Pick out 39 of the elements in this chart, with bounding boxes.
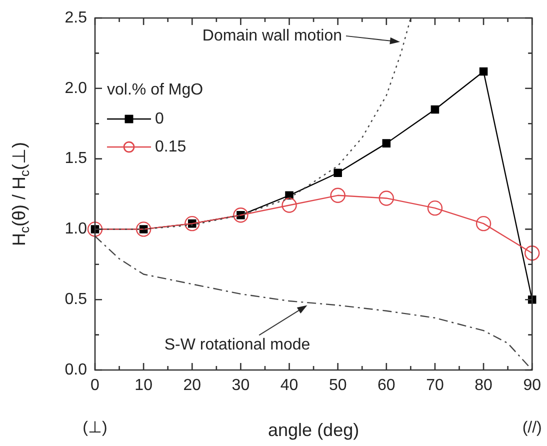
x-tick-label: 40 — [280, 377, 298, 394]
x-tick-label: 10 — [134, 377, 153, 394]
point — [334, 168, 342, 178]
legend-label: 0 — [155, 110, 164, 128]
point — [430, 105, 440, 114]
point — [479, 67, 488, 76]
y-tick-label: 2.5 — [64, 9, 88, 26]
point — [233, 208, 248, 223]
x-tick-label: 30 — [232, 377, 250, 394]
y-tick-label: 1.0 — [64, 220, 88, 238]
x-tick-label: 80 — [474, 377, 493, 394]
y-axis-title: Hc(θ) / Hc(⊥) — [8, 142, 32, 246]
x-tick-label: 70 — [426, 377, 444, 394]
point — [136, 222, 152, 237]
point — [476, 216, 492, 232]
text: (//) — [522, 419, 542, 436]
point — [524, 246, 540, 261]
y-tick-label: 0.0 — [64, 361, 88, 378]
point — [382, 139, 391, 148]
x-tick-label: 20 — [183, 377, 202, 394]
y-tick-label: 2.0 — [64, 80, 88, 97]
legend-title: vol.% of MgO — [107, 81, 204, 98]
y-tick-label: 1.5 — [64, 150, 88, 168]
x-tick-label: 90 — [523, 377, 542, 394]
x-axis-title: angle (deg) — [268, 420, 360, 440]
point — [427, 200, 443, 216]
point — [184, 216, 200, 232]
x-tick-label: 0 — [90, 377, 100, 394]
annotation: S-W rotational mode — [164, 336, 310, 354]
x-tick-label: 60 — [378, 377, 396, 394]
point — [87, 222, 103, 237]
x-tick-label: 50 — [328, 377, 347, 394]
point — [378, 190, 394, 206]
annotation: Domain wall motion — [202, 27, 342, 44]
text: (⊥) — [82, 419, 108, 436]
point — [330, 188, 346, 204]
y-tick-label: 0.5 — [64, 291, 88, 308]
point — [282, 198, 297, 213]
legend-label: 0.15 — [155, 138, 186, 156]
